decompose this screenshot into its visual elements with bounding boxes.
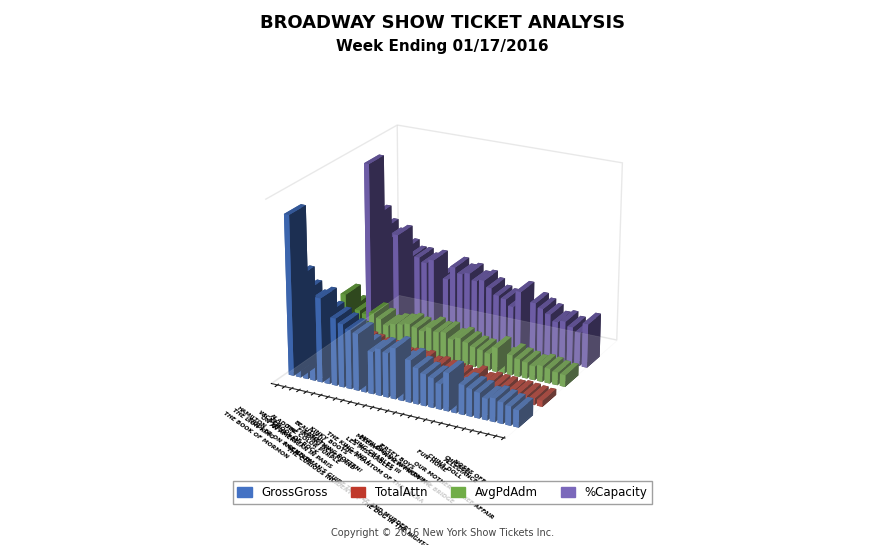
Text: Week Ending 01/17/2016: Week Ending 01/17/2016 xyxy=(336,39,549,54)
Text: Copyright © 2016 New York Show Tickets Inc.: Copyright © 2016 New York Show Tickets I… xyxy=(331,529,554,538)
Text: BROADWAY SHOW TICKET ANALYSIS: BROADWAY SHOW TICKET ANALYSIS xyxy=(260,14,625,32)
Legend: GrossGross, TotalAttn, AvgPdAdm, %Capacity: GrossGross, TotalAttn, AvgPdAdm, %Capaci… xyxy=(233,481,652,504)
